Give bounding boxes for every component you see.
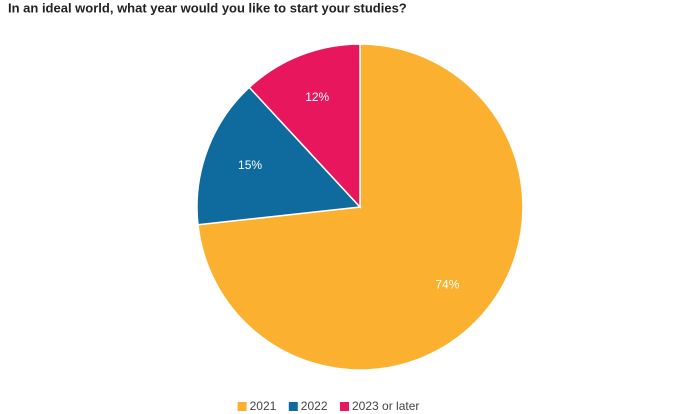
pie-slice <box>196 86 362 226</box>
legend-swatch <box>340 402 349 411</box>
legend-label: 2023 or later <box>352 399 419 413</box>
legend-swatch <box>237 402 247 411</box>
data-label: 15% <box>238 158 262 172</box>
pie-slice <box>248 43 361 209</box>
legend-label: 2022 <box>301 399 328 413</box>
data-label: 12% <box>305 90 329 104</box>
chart-title: In an ideal world, what year would you l… <box>8 0 407 15</box>
legend-label: 2021 <box>250 399 277 413</box>
data-label: 74% <box>435 278 459 292</box>
legend-swatch <box>288 402 298 411</box>
